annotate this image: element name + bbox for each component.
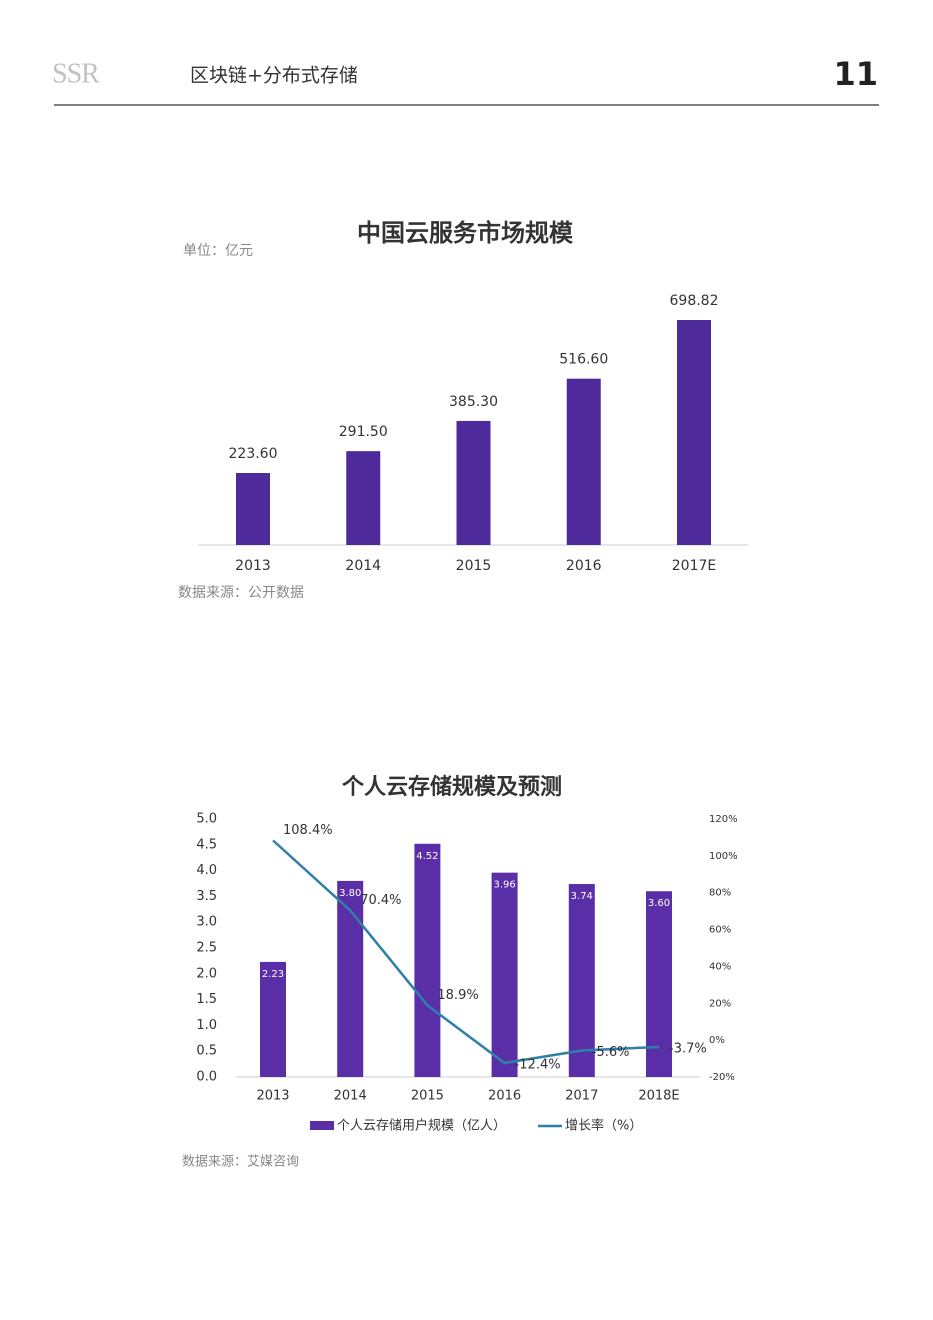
value-label: 516.60: [559, 352, 608, 368]
logo: SSR: [52, 58, 100, 89]
bar: [568, 884, 595, 1077]
page-number: 11: [833, 55, 878, 93]
value-label: 385.30: [449, 394, 498, 410]
x-tick-label: 2018E: [638, 1089, 679, 1104]
value-label: 70.4%: [360, 893, 401, 908]
x-tick-label: 2017E: [672, 558, 716, 574]
bar: [566, 378, 601, 545]
value-label: 291.50: [339, 424, 388, 440]
value-label: 3.96: [493, 880, 515, 891]
y-tick-label: 2.0: [196, 966, 217, 981]
value-label: 18.9%: [437, 988, 478, 1003]
bar: [414, 843, 441, 1077]
bar: [337, 880, 364, 1077]
legend-swatch: [310, 1121, 334, 1130]
x-tick-label: 2014: [345, 558, 381, 574]
x-tick-label: 2013: [235, 558, 271, 574]
y-tick-label: 5.0: [196, 812, 217, 827]
value-label: 3.80: [339, 888, 361, 899]
value-label: 108.4%: [283, 823, 333, 838]
value-label: 2.23: [262, 969, 284, 980]
y2-tick-label: -20%: [709, 1072, 735, 1083]
bar: [236, 473, 270, 545]
y-tick-label: 4.5: [196, 837, 217, 852]
bar: [646, 891, 672, 1077]
bar: [456, 420, 491, 545]
x-tick-label: 2016: [566, 558, 602, 574]
value-label: -3.7%: [669, 1041, 707, 1056]
legend-label: 个人云存储用户规模（亿人）: [337, 1118, 506, 1134]
y2-tick-label: 60%: [709, 925, 731, 936]
header-title: 区块链+分布式存储: [190, 65, 358, 87]
y2-tick-label: 80%: [709, 888, 731, 899]
unit-label: 单位：亿元: [183, 243, 253, 259]
value-label: -12.4%: [515, 1057, 561, 1072]
y-tick-label: 1.0: [196, 1018, 217, 1033]
y2-tick-label: 40%: [709, 961, 731, 972]
chart-title: 个人云存储规模及预测: [342, 774, 562, 800]
source: 数据来源：艾媒咨询: [182, 1155, 299, 1170]
growth-line: [272, 839, 660, 1065]
y2-tick-label: 120%: [709, 814, 738, 825]
source: 数据来源：公开数据: [178, 585, 304, 601]
legend-label: 增长率（%）: [565, 1118, 642, 1134]
bar: [677, 320, 711, 545]
y2-tick-label: 20%: [709, 998, 731, 1009]
x-tick-label: 2015: [411, 1089, 444, 1104]
value-label: -5.6%: [592, 1045, 630, 1060]
value-label: 3.74: [571, 891, 593, 902]
value-label: 3.60: [648, 898, 670, 909]
y-tick-label: 0.5: [196, 1044, 217, 1059]
x-tick-label: 2014: [334, 1089, 367, 1104]
y-tick-label: 0.0: [196, 1070, 217, 1085]
x-tick-label: 2017: [565, 1089, 598, 1104]
y-tick-label: 3.0: [196, 915, 217, 930]
value-label: 223.60: [229, 446, 278, 462]
y-tick-label: 1.5: [196, 992, 217, 1007]
y-tick-label: 3.5: [196, 889, 217, 904]
y-tick-label: 2.5: [196, 941, 217, 956]
bar: [491, 872, 518, 1077]
y2-tick-label: 100%: [709, 851, 738, 862]
y-tick-label: 4.0: [196, 863, 217, 878]
bar: [260, 961, 286, 1077]
y2-tick-label: 0%: [709, 1035, 725, 1046]
chart-title: 中国云服务市场规模: [357, 219, 574, 247]
bar: [346, 451, 381, 545]
x-tick-label: 2013: [256, 1089, 289, 1104]
value-label: 4.52: [416, 851, 438, 862]
x-tick-label: 2016: [488, 1089, 521, 1104]
value-label: 698.82: [670, 293, 719, 309]
x-tick-label: 2015: [456, 558, 492, 574]
